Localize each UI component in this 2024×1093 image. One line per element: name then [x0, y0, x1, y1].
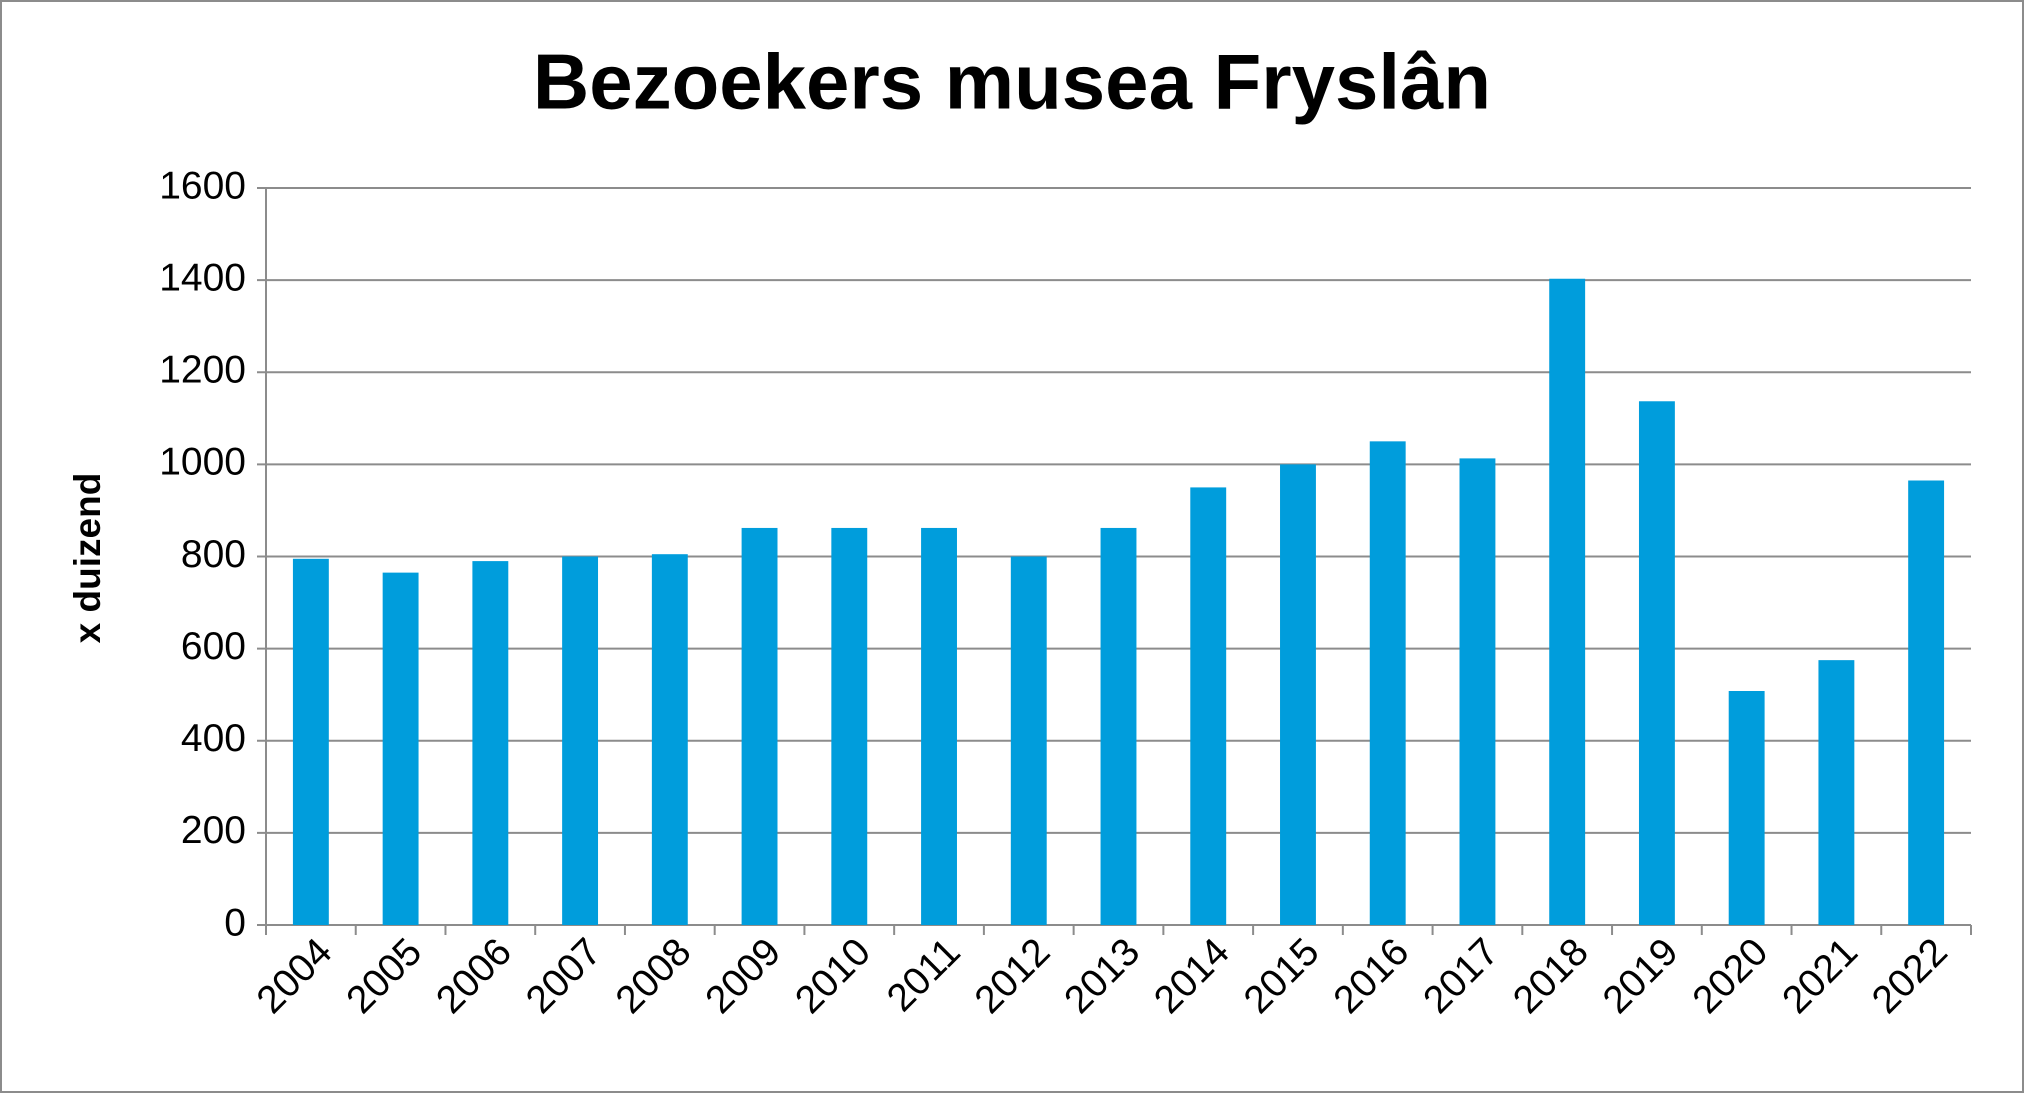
y-tick-label: 0 — [224, 901, 246, 944]
y-tick-label: 600 — [181, 625, 246, 668]
bar — [472, 561, 509, 925]
y-tick-label: 1000 — [159, 441, 246, 484]
y-tick-label: 1200 — [159, 349, 246, 392]
bar — [1010, 556, 1047, 925]
bar — [562, 556, 599, 925]
bar — [1100, 527, 1137, 925]
bar — [1818, 660, 1855, 925]
bar — [292, 558, 329, 925]
bar — [741, 527, 778, 925]
bar — [1459, 458, 1496, 925]
bar — [1190, 487, 1227, 925]
bar — [921, 527, 957, 925]
y-tick-label: 800 — [181, 533, 246, 576]
bar — [1549, 278, 1586, 925]
y-axis-label: x duizend — [67, 473, 108, 644]
bar — [1369, 441, 1406, 925]
chart-title: Bezoekers musea Fryslân — [533, 38, 1491, 126]
y-tick-label: 400 — [181, 717, 246, 760]
bar — [382, 572, 419, 925]
bar — [1638, 401, 1675, 925]
bar — [831, 527, 868, 925]
bar — [1908, 480, 1945, 925]
y-tick-label: 1600 — [159, 164, 246, 207]
bar — [651, 554, 688, 925]
bar — [1728, 691, 1765, 925]
y-tick-label: 200 — [181, 809, 246, 852]
y-tick-label: 1400 — [159, 256, 246, 299]
bar — [1280, 464, 1316, 925]
